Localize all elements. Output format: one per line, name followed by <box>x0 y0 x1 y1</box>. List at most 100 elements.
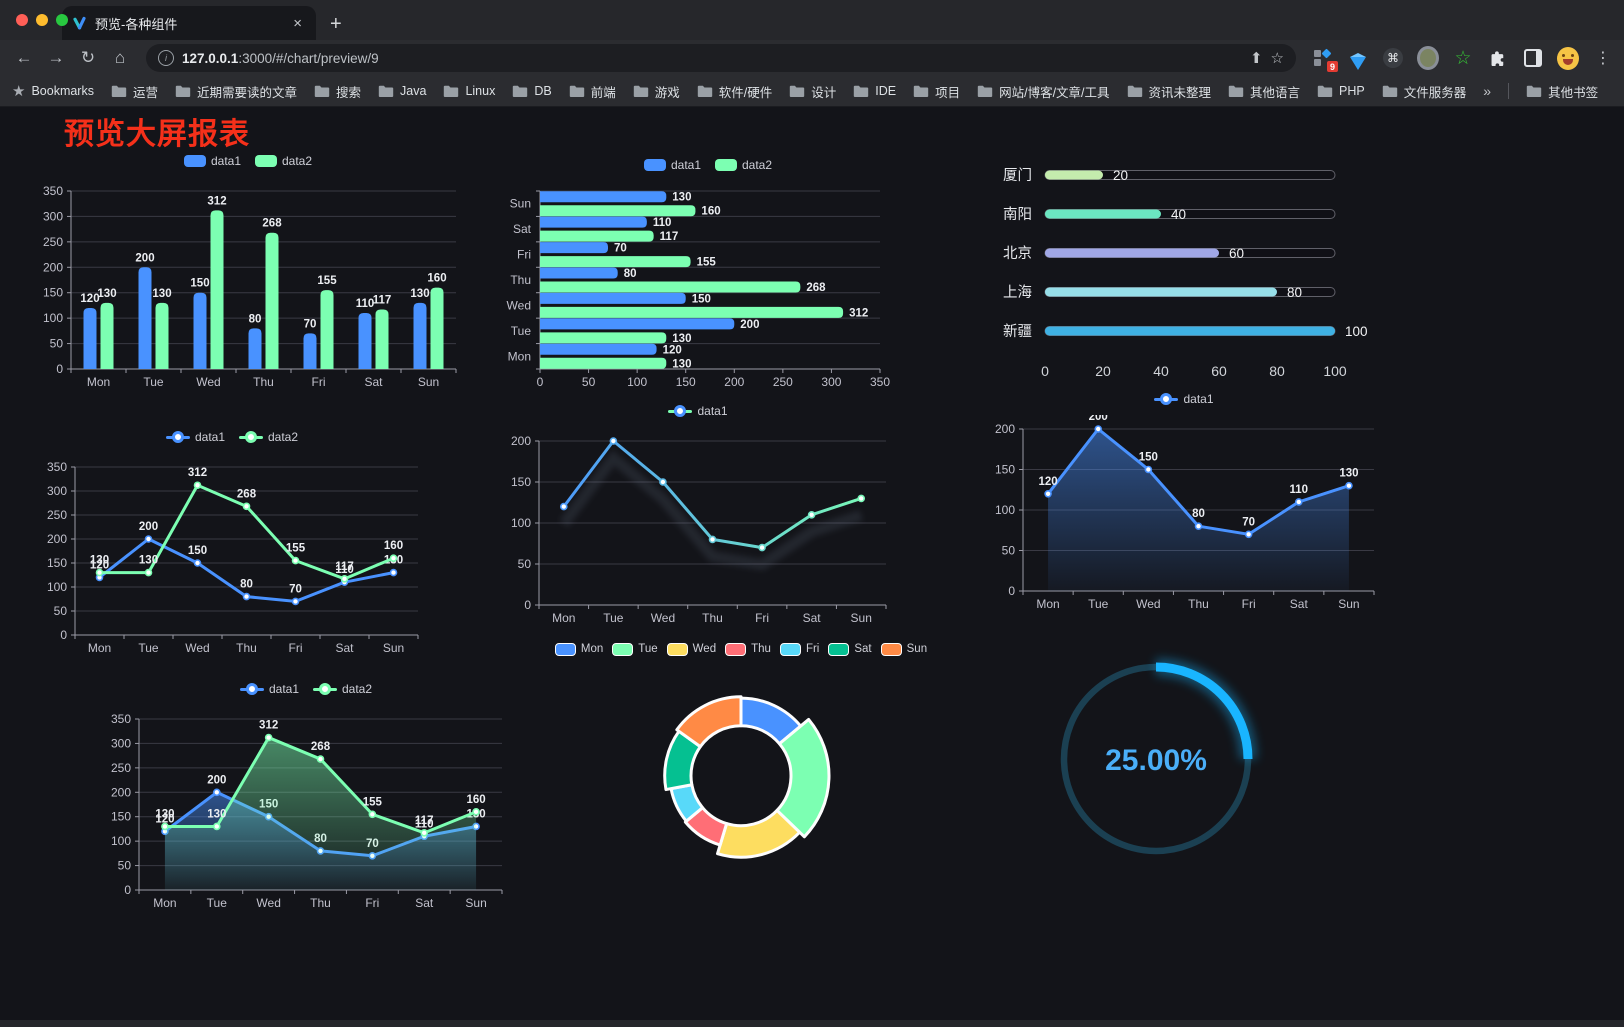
area-line-chart[interactable]: data1 0 50 100 150 200 Mon Tue Wed Thu Fri Sat Sun 12… <box>980 389 1388 615</box>
svg-text:50: 50 <box>54 604 68 618</box>
bookmark-folder[interactable]: 运营 <box>111 82 158 101</box>
svg-text:117: 117 <box>373 294 392 306</box>
browser-tab[interactable]: 预览-各种组件 × <box>62 6 316 40</box>
legend-marker <box>313 683 337 696</box>
chart-canvas[interactable]: 0 50 100 150 200 250 300 350 Mon Tue Wed Thu Fri Sat S… <box>28 177 468 393</box>
bookmark-folder[interactable]: 前端 <box>569 82 616 101</box>
minimize-window-button[interactable] <box>36 14 48 26</box>
address-bar[interactable]: i 127.0.0.1:3000/#/chart/preview/9 ⬆ ☆ <box>146 44 1296 72</box>
side-panel-icon[interactable] <box>1522 47 1544 69</box>
browser-menu-icon[interactable]: ⋮ <box>1595 50 1611 67</box>
svg-text:150: 150 <box>111 810 131 824</box>
legend-item[interactable]: data2 <box>255 154 312 168</box>
bookmark-folder[interactable]: IDE <box>853 82 896 101</box>
folder-icon <box>697 85 712 97</box>
legend-item[interactable]: data1 <box>668 404 728 418</box>
bookmark-folder[interactable]: PHP <box>1317 82 1365 101</box>
bookmark-folder[interactable]: DB <box>512 82 552 101</box>
bookmarks-manager[interactable]: ★ Bookmarks <box>12 82 94 100</box>
legend-item[interactable]: data1 <box>1154 392 1214 406</box>
share-icon[interactable]: ⬆ <box>1249 50 1263 67</box>
command-extension-icon[interactable]: ⌘ <box>1382 47 1404 69</box>
folder-icon <box>1127 85 1142 97</box>
svg-text:Tue: Tue <box>138 641 159 655</box>
extension-grid-icon[interactable]: 9 <box>1312 47 1338 72</box>
gradient-line-chart[interactable]: data1 0 50 100 150 200 Mon Tue Wed Thu Fri Sat Sun <box>496 401 900 629</box>
legend-item[interactable]: data1 <box>239 682 299 696</box>
chart-canvas[interactable] <box>545 665 937 911</box>
bookmark-folder[interactable]: 其他语言 <box>1228 82 1300 101</box>
url-text[interactable]: 127.0.0.1:3000/#/chart/preview/9 <box>182 51 1242 66</box>
chart-canvas[interactable]: 0 50 100 150 200 Mon Tue Wed Thu Fri Sat Sun 120 200 1… <box>980 415 1388 615</box>
bookmark-folder[interactable]: 近期需要读的文章 <box>175 82 297 101</box>
bookmark-folder[interactable]: Linux <box>443 82 495 101</box>
ring-extension-icon[interactable] <box>1417 46 1439 70</box>
bookmark-folder[interactable]: Java <box>378 82 426 101</box>
dual-area-line-chart[interactable]: data1 data2 0 50 100 150 200 250 300 350 Mon Tue Wed… <box>96 679 516 914</box>
chart-canvas[interactable]: 厦门 20 南阳 40 北京 60 上海 80 新疆 100 0 20 40 60 80 100 <box>985 155 1390 400</box>
svg-text:70: 70 <box>614 243 627 255</box>
svg-text:Thu: Thu <box>702 611 723 625</box>
legend-item[interactable]: data2 <box>715 158 772 172</box>
svg-text:160: 160 <box>466 794 485 806</box>
bookmark-folder[interactable]: 项目 <box>913 82 960 101</box>
progress-bars-chart[interactable]: 厦门 20 南阳 40 北京 60 上海 80 新疆 100 0 20 40 60 80 100 <box>985 155 1390 400</box>
other-bookmarks-folder[interactable]: 其他书签 <box>1526 82 1598 101</box>
green-star-extension-icon[interactable]: ☆ <box>1454 47 1472 69</box>
close-window-button[interactable] <box>16 14 28 26</box>
new-tab-button[interactable]: + <box>330 13 342 35</box>
bookmark-folder-label: 前端 <box>590 85 616 100</box>
bookmark-star-icon[interactable]: ☆ <box>1270 50 1284 67</box>
legend-item[interactable]: Thu <box>725 642 771 656</box>
extension-icons: 9 ⌘ ☆ ⋮ <box>1312 46 1614 72</box>
chart-canvas[interactable]: 25.00% <box>1046 647 1266 871</box>
folder-icon <box>633 85 648 97</box>
rose-donut-chart[interactable]: Mon Tue Wed Thu Fri Sat Sun <box>545 639 937 911</box>
chart-legend: Mon Tue Wed Thu Fri Sat Sun <box>545 639 937 659</box>
chart-legend: data1 data2 <box>28 151 468 171</box>
gem-extension-icon[interactable] <box>1347 47 1369 70</box>
bookmarks-overflow-button[interactable]: » <box>1483 83 1492 99</box>
chart-canvas[interactable]: 0 50 100 150 200 250 300 350 Mon Tue Wed Thu Fri Sat S… <box>96 705 516 914</box>
site-info-icon[interactable]: i <box>158 50 174 66</box>
legend-item[interactable]: Sun <box>880 642 927 656</box>
svg-text:150: 150 <box>188 545 207 557</box>
bookmark-folder[interactable]: 资讯未整理 <box>1127 82 1211 101</box>
back-button[interactable]: ← <box>15 48 33 67</box>
legend-item[interactable]: Sat <box>828 642 872 656</box>
bookmark-folder[interactable]: 网站/博客/文章/工具 <box>977 82 1110 101</box>
legend-item[interactable]: Wed <box>666 642 716 656</box>
chart-canvas[interactable]: 0 50 100 150 200 250 300 350 Mon Tue Wed Thu Fri Sat S… <box>32 453 432 659</box>
legend-item[interactable]: data2 <box>313 682 372 696</box>
grouped-bar-chart[interactable]: data1 data2 0 50 100 150 200 250 300 350 Mon Tue Wed… <box>28 151 468 393</box>
profile-avatar[interactable] <box>1557 46 1579 70</box>
folder-icon <box>111 85 127 97</box>
bookmark-folder-label: 文件服务器 <box>1403 85 1467 100</box>
horizontal-bar-chart[interactable]: data1 data2 0 50 100 150 200 250 300 350 Mon 120 130… <box>496 155 920 393</box>
legend-item[interactable]: data2 <box>239 430 298 444</box>
reload-button[interactable]: ↻ <box>80 48 96 67</box>
legend-item[interactable]: Mon <box>554 642 603 656</box>
bookmark-folder[interactable]: 软件/硬件 <box>697 82 772 101</box>
close-tab-icon[interactable]: × <box>293 14 302 32</box>
svg-text:350: 350 <box>43 184 63 198</box>
svg-text:0: 0 <box>124 883 131 897</box>
legend-item[interactable]: data1 <box>183 154 241 168</box>
legend-item[interactable]: Fri <box>779 642 819 656</box>
bookmark-folder[interactable]: 游戏 <box>633 82 680 101</box>
maximize-window-button[interactable] <box>56 14 68 26</box>
dual-line-chart[interactable]: data1 data2 0 50 100 150 200 250 300 350 Mon Tue Wed… <box>32 427 432 659</box>
legend-item[interactable]: data1 <box>165 430 225 444</box>
home-button[interactable]: ⌂ <box>114 48 126 67</box>
bookmark-folder[interactable]: 文件服务器 <box>1382 82 1467 101</box>
forward-button[interactable]: → <box>47 48 65 67</box>
chart-canvas[interactable]: 0 50 100 150 200 Mon Tue Wed Thu Fri Sat Sun <box>496 427 900 629</box>
legend-marker <box>165 431 190 444</box>
bookmark-folder[interactable]: 设计 <box>789 82 836 101</box>
percentage-gauge-chart[interactable]: 25.00% <box>1046 647 1266 871</box>
bookmark-folder[interactable]: 搜索 <box>314 82 361 101</box>
extensions-puzzle-icon[interactable] <box>1487 47 1509 69</box>
legend-item[interactable]: Tue <box>612 642 658 656</box>
legend-item[interactable]: data1 <box>643 158 701 172</box>
